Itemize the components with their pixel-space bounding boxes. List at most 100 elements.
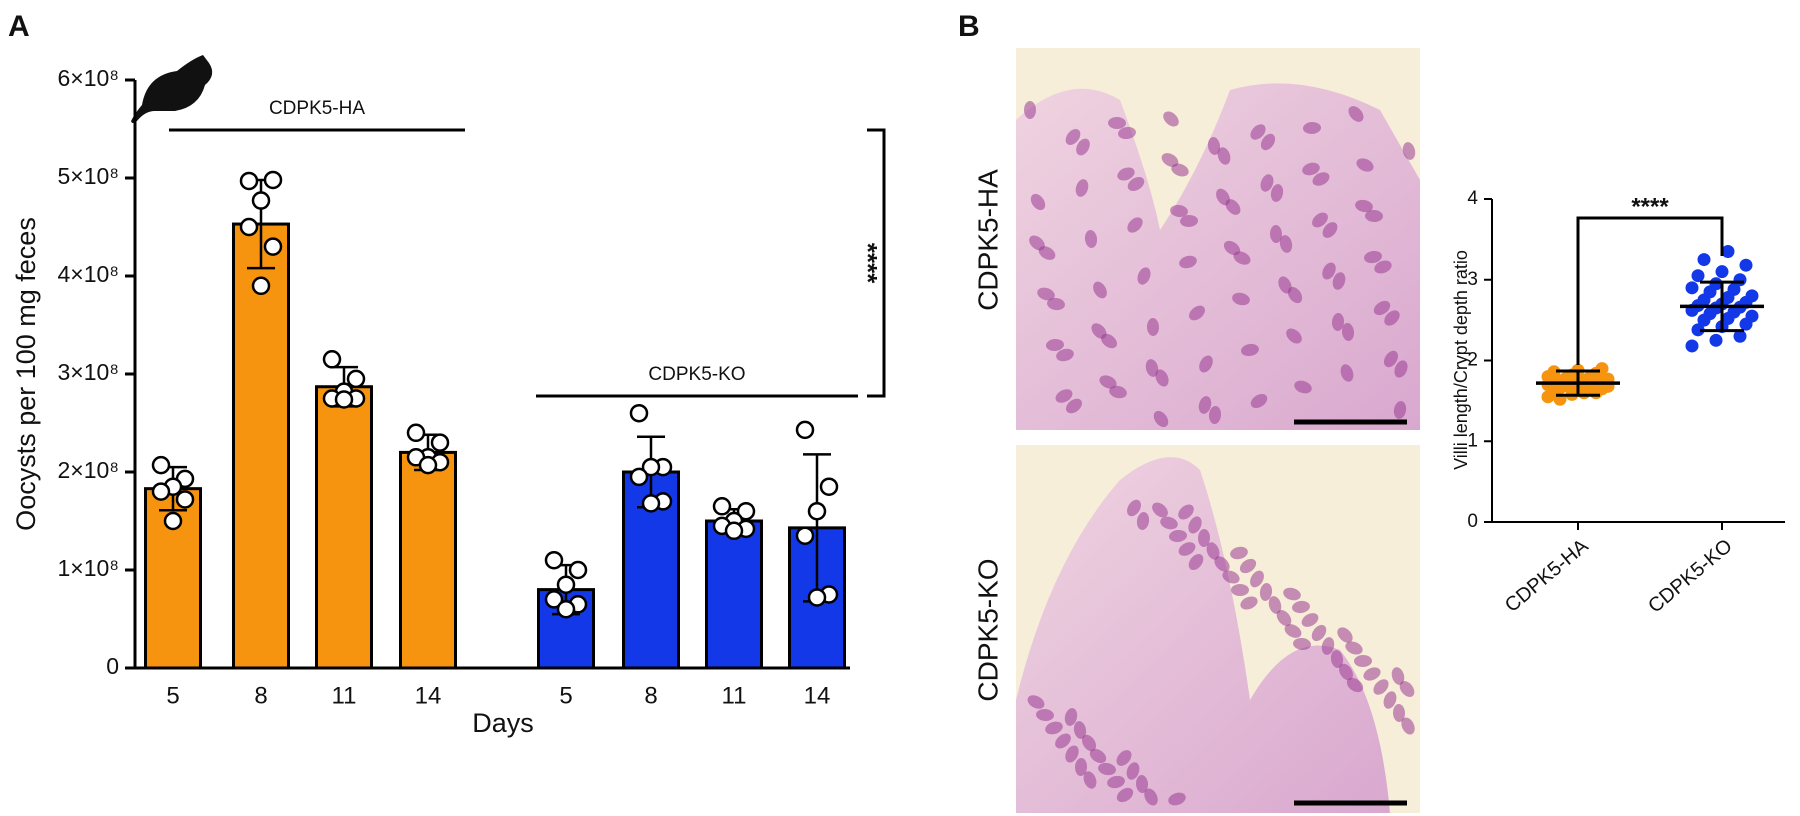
nucleus (1365, 209, 1383, 223)
nucleus (1199, 355, 1213, 373)
data-point (1733, 273, 1747, 287)
y-tick-label: 6×10⁸ (57, 65, 119, 91)
bar (315, 385, 373, 670)
data-point (544, 590, 564, 609)
nucleus (1345, 641, 1363, 655)
nucleus (1064, 708, 1078, 726)
nucleus (1056, 348, 1074, 362)
nucleus (1401, 717, 1415, 735)
group-label: CDPK5-HA (269, 98, 365, 119)
y-axis-label: Oocysts per 100 mg feces (11, 217, 41, 531)
nucleus (1091, 323, 1107, 339)
data-point (712, 497, 732, 516)
nucleus (1118, 126, 1136, 140)
data-point (1745, 309, 1759, 323)
panel-label: A (8, 10, 30, 43)
nucleus (1355, 199, 1373, 213)
data-point (322, 350, 342, 369)
nucleus (1302, 162, 1320, 176)
nucleus (1283, 587, 1301, 601)
nucleus (1356, 158, 1374, 172)
panel-label: B (958, 10, 980, 43)
data-point (151, 455, 171, 475)
nucleus (1231, 584, 1249, 596)
significance-bracket (867, 128, 886, 398)
nucleus (1268, 596, 1282, 614)
data-point (1697, 253, 1711, 267)
nucleus (1127, 177, 1145, 191)
data-point (1685, 281, 1699, 295)
nucleus (1402, 142, 1416, 160)
nucleus (1384, 310, 1400, 326)
nucleus (1363, 667, 1381, 681)
y-axis-label: Villi length/Crypt depth ratio (1451, 250, 1471, 470)
data-point (430, 433, 450, 452)
data-point (251, 276, 271, 296)
nucleus (1198, 396, 1212, 414)
nucleus (1354, 654, 1372, 668)
nucleus (1364, 250, 1382, 264)
data-point (724, 521, 744, 541)
nucleus (1207, 137, 1221, 155)
nucleus (1083, 771, 1097, 789)
y-tick-label: 4×10⁸ (57, 261, 119, 287)
nucleus (1116, 787, 1134, 803)
data-point (1733, 329, 1747, 343)
nucleus (1331, 313, 1345, 331)
nucleus (1169, 529, 1187, 543)
y-tick-label: 3×10⁸ (57, 359, 119, 385)
nucleus (1144, 788, 1158, 806)
nucleus (1089, 748, 1107, 764)
x-tick-label: CDPK5-HA (1501, 535, 1593, 617)
group-label: CDPK5-KO (648, 364, 745, 385)
data-point (334, 390, 354, 409)
nucleus (1161, 153, 1179, 167)
y-tick-label: 2 (1467, 350, 1478, 371)
nucleus (1047, 297, 1065, 311)
data-point (1745, 289, 1759, 303)
mouse-icon (131, 55, 213, 123)
nucleus (1066, 398, 1082, 414)
data-point (1721, 244, 1735, 258)
nucleus (1037, 287, 1055, 301)
data-point (641, 494, 661, 513)
nucleus (1383, 350, 1399, 368)
nucleus (1260, 174, 1274, 192)
bar (705, 519, 763, 670)
nucleus (1217, 147, 1231, 165)
nucleus (1337, 627, 1353, 643)
nucleus (1030, 193, 1046, 211)
nucleus (1152, 502, 1168, 518)
nucleus (1127, 499, 1141, 517)
data-point (807, 501, 827, 521)
nucleus (1339, 663, 1353, 681)
nucleus (1294, 380, 1312, 394)
tissue (1016, 457, 1390, 813)
data-point (1709, 333, 1723, 347)
y-tick-label: 1 (1467, 430, 1478, 451)
nucleus (1155, 369, 1169, 387)
nucleus (1293, 637, 1311, 651)
nucleus (1127, 217, 1143, 233)
data-point (568, 560, 588, 580)
nucleus (1178, 504, 1194, 520)
nucleus (1373, 679, 1389, 695)
nucleus (1179, 255, 1197, 269)
nucleus (1081, 734, 1097, 752)
nucleus (1065, 129, 1081, 145)
nucleus (1168, 792, 1186, 806)
nucleus (1278, 276, 1292, 294)
data-point (1709, 277, 1723, 291)
nucleus (1099, 375, 1117, 389)
nucleus (1322, 222, 1338, 238)
nucleus (1075, 179, 1089, 197)
nucleus (1301, 613, 1319, 627)
nucleus (1126, 762, 1140, 780)
nucleus (1241, 343, 1259, 357)
nucleus (1393, 401, 1407, 419)
x-tick-label: 14 (804, 682, 831, 709)
x-tick-label: 5 (559, 682, 572, 709)
data-point (795, 526, 815, 545)
data-point (1727, 282, 1741, 296)
